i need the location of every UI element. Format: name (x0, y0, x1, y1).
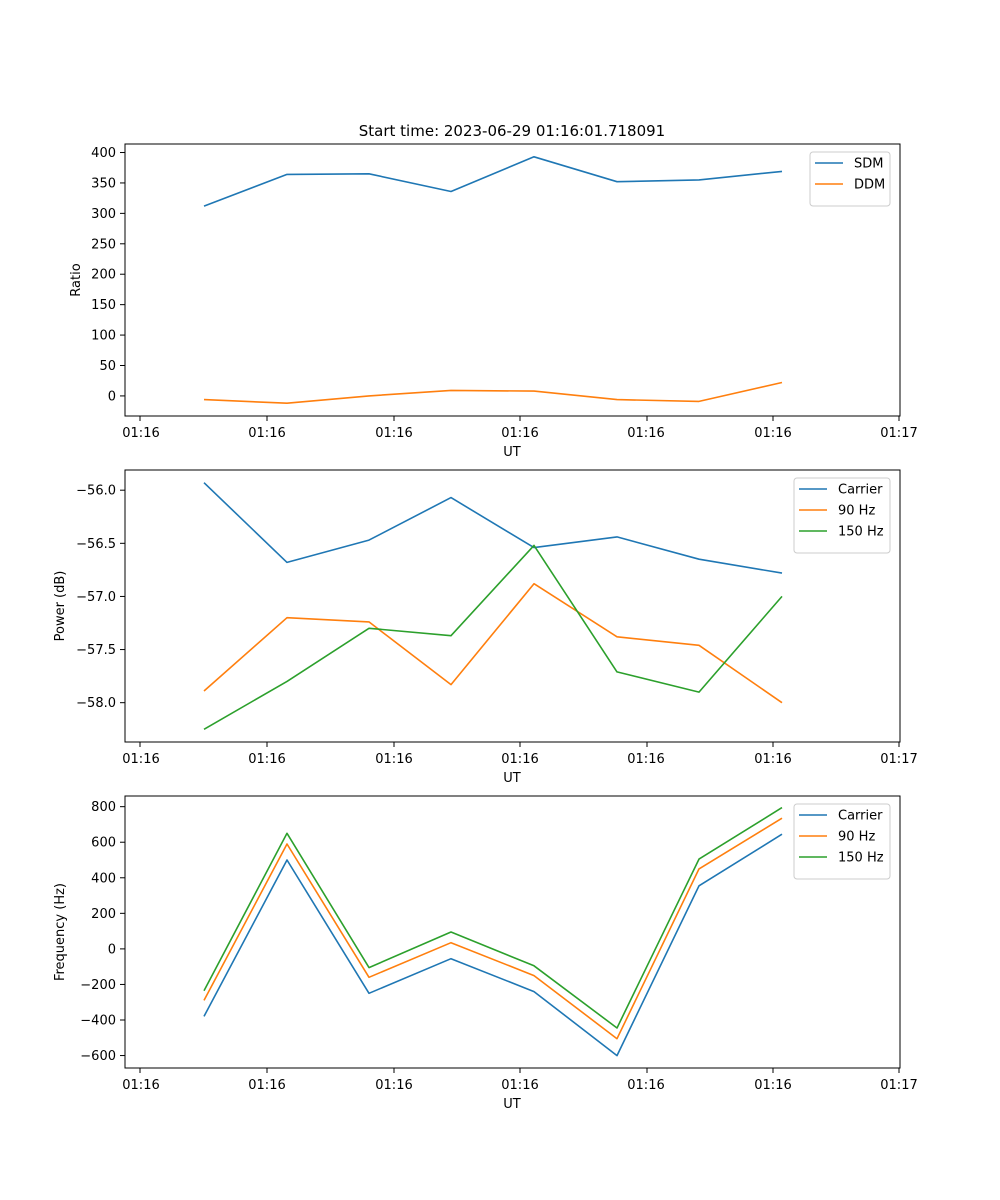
x-tick-label: 01:16 (248, 1078, 285, 1093)
y-tick-label: −56.5 (76, 537, 116, 552)
legend: SDM DDM (809, 151, 891, 207)
chart-panels: 01:16 01:16 01:16 01:16 01:16 01:16 01:17 0 50 10… (53, 143, 918, 1112)
x-tick-label: 01:16 (248, 752, 285, 767)
y-tick-label: 800 (91, 800, 116, 815)
y-tick-label: 250 (91, 237, 116, 252)
y-tick-label: 600 (91, 836, 116, 851)
y-tick-label: −200 (80, 978, 116, 993)
y-tick-label: 0 (108, 942, 116, 957)
y-axis-label: Frequency (Hz) (53, 883, 68, 981)
chart-panel-1: 01:16 01:16 01:16 01:16 01:16 01:16 01:17 0 50 10… (69, 143, 918, 460)
x-tick-label: 01:16 (754, 752, 791, 767)
x-axis-label: UT (503, 1097, 521, 1112)
chart-panel-2: 01:16 01:16 01:16 01:16 01:16 01:16 01:17 −58.0… (53, 469, 918, 786)
legend-label: DDM (854, 178, 885, 193)
y-tick-label: 400 (91, 146, 116, 161)
legend-label: 90 Hz (838, 830, 875, 845)
x-tick-label: 01:17 (880, 752, 917, 767)
x-tick-label: 01:16 (248, 426, 285, 441)
x-tick-label: 01:16 (501, 752, 538, 767)
y-tick-label: −58.0 (76, 696, 116, 711)
x-tick-label: 01:17 (880, 1078, 917, 1093)
x-tick-label: 01:16 (627, 1078, 664, 1093)
y-tick-label: 50 (99, 359, 116, 374)
x-tick-label: 01:16 (122, 752, 159, 767)
y-tick-label: 200 (91, 268, 116, 283)
legend-label: 90 Hz (838, 504, 875, 519)
x-tick-label: 01:16 (627, 752, 664, 767)
x-tick-label: 01:16 (501, 1078, 538, 1093)
x-tick-label: 01:16 (501, 426, 538, 441)
chart-panel-3: 01:16 01:16 01:16 01:16 01:16 01:16 01:17 −600 −… (53, 795, 918, 1112)
x-tick-label: 01:16 (754, 1078, 791, 1093)
figure-title: Start time: 2023-06-29 01:16:01.718091 (359, 122, 665, 140)
legend-label: 150 Hz (838, 525, 884, 540)
y-tick-label: 0 (108, 389, 116, 404)
y-tick-label: 300 (91, 207, 116, 222)
series-line-150-hz (203, 806, 783, 1029)
series-line-90-hz (203, 817, 783, 1040)
y-tick-label: 100 (91, 329, 116, 344)
y-tick-label: 350 (91, 176, 116, 191)
y-tick-label: 150 (91, 298, 116, 313)
legend: Carrier 90 Hz 150 Hz (793, 803, 891, 880)
legend-box (793, 477, 891, 554)
legend-label: SDM (854, 157, 883, 172)
x-tick-label: 01:16 (627, 426, 664, 441)
legend: Carrier 90 Hz 150 Hz (793, 477, 891, 554)
legend-box (793, 803, 891, 880)
x-tick-label: 01:16 (375, 426, 412, 441)
x-tick-label: 01:16 (375, 1078, 412, 1093)
x-axis-label: UT (503, 771, 521, 786)
y-tick-label: −57.0 (76, 590, 116, 605)
x-axis-label: UT (503, 445, 521, 460)
legend-box (809, 151, 891, 207)
x-tick-label: 01:16 (122, 426, 159, 441)
y-tick-label: −56.0 (76, 484, 116, 499)
y-tick-label: 400 (91, 871, 116, 886)
series-line-carrier (203, 833, 783, 1057)
legend-label: 150 Hz (838, 851, 884, 866)
series-line-sdm (203, 156, 783, 207)
y-tick-label: −57.5 (76, 643, 116, 658)
x-tick-label: 01:17 (880, 426, 917, 441)
legend-label: Carrier (838, 809, 883, 824)
axes-frame (124, 795, 901, 1069)
series-line-carrier (203, 482, 783, 574)
y-axis-label: Power (dB) (53, 571, 68, 642)
series-line-150-hz (203, 544, 783, 730)
series-line-ddm (203, 381, 783, 405)
axes-frame (124, 143, 901, 417)
x-tick-label: 01:16 (375, 752, 412, 767)
y-tick-label: −400 (80, 1014, 116, 1029)
x-tick-label: 01:16 (122, 1078, 159, 1093)
series-line-90-hz (203, 582, 783, 704)
legend-label: Carrier (838, 483, 883, 498)
y-axis-label: Ratio (69, 263, 84, 296)
y-tick-label: 200 (91, 907, 116, 922)
axes-frame (124, 469, 901, 743)
x-tick-label: 01:16 (754, 426, 791, 441)
y-tick-label: −600 (80, 1049, 116, 1064)
